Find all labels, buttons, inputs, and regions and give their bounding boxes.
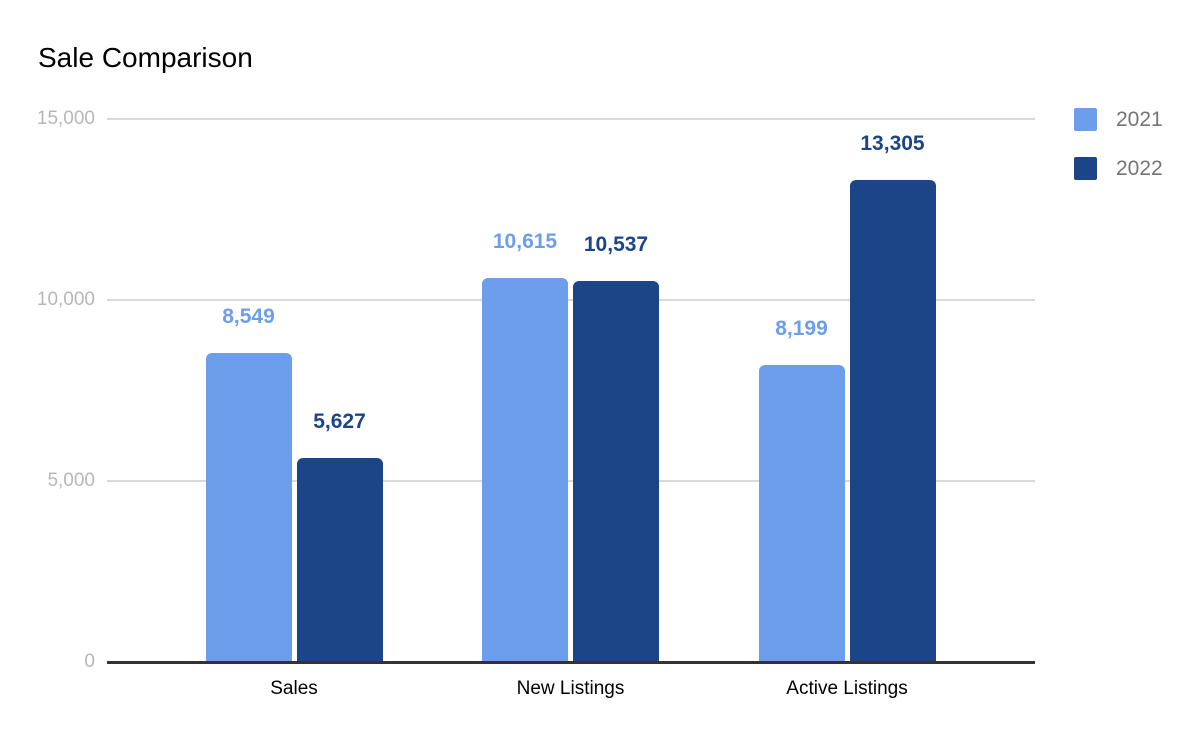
bar-value-label-2021-active-listings: 8,199 (775, 317, 828, 341)
x-category-label-sales: Sales (270, 678, 318, 699)
y-tick-label-5-000: 5,000 (47, 470, 95, 491)
bar-value-label-2021-new-listings: 10,615 (492, 229, 558, 253)
gridline-5-000 (107, 480, 1035, 482)
legend-item-2022: 2022 (1074, 157, 1163, 180)
chart-title: Sale Comparison (38, 42, 253, 73)
y-tick-label-10-000: 10,000 (36, 289, 95, 310)
legend: 2021 2022 (1074, 108, 1163, 206)
x-category-label-active-listings: Active Listings (786, 678, 908, 699)
bar-2022-sales[interactable] (296, 458, 383, 662)
bar-2022-active-listings[interactable] (849, 180, 936, 662)
bar-2022-new-listings[interactable] (573, 280, 659, 662)
bar-2021-new-listings[interactable] (482, 277, 568, 662)
bar-2021-active-listings[interactable] (758, 365, 845, 662)
legend-label-2021: 2021 (1116, 107, 1163, 131)
x-category-label-new-listings: New Listings (516, 678, 625, 699)
legend-swatch-2022 (1074, 157, 1097, 180)
x-axis-line (107, 661, 1035, 664)
gridline-10-000 (107, 299, 1035, 301)
legend-swatch-2021 (1074, 108, 1097, 131)
legend-label-2022: 2022 (1116, 156, 1163, 180)
bar-value-label-2022-sales: 5,627 (313, 410, 366, 434)
legend-item-2021: 2021 (1074, 108, 1163, 131)
bar-2021-sales[interactable] (205, 352, 292, 662)
bar-value-label-2021-sales: 8,549 (222, 304, 275, 328)
bar-value-label-2022-active-listings: 13,305 (860, 132, 925, 156)
gridline-15-000 (107, 118, 1035, 120)
y-tick-label-0: 0 (84, 651, 95, 672)
y-tick-label-15-000: 15,000 (36, 108, 95, 129)
bar-value-label-2022-new-listings: 10,537 (583, 232, 649, 256)
